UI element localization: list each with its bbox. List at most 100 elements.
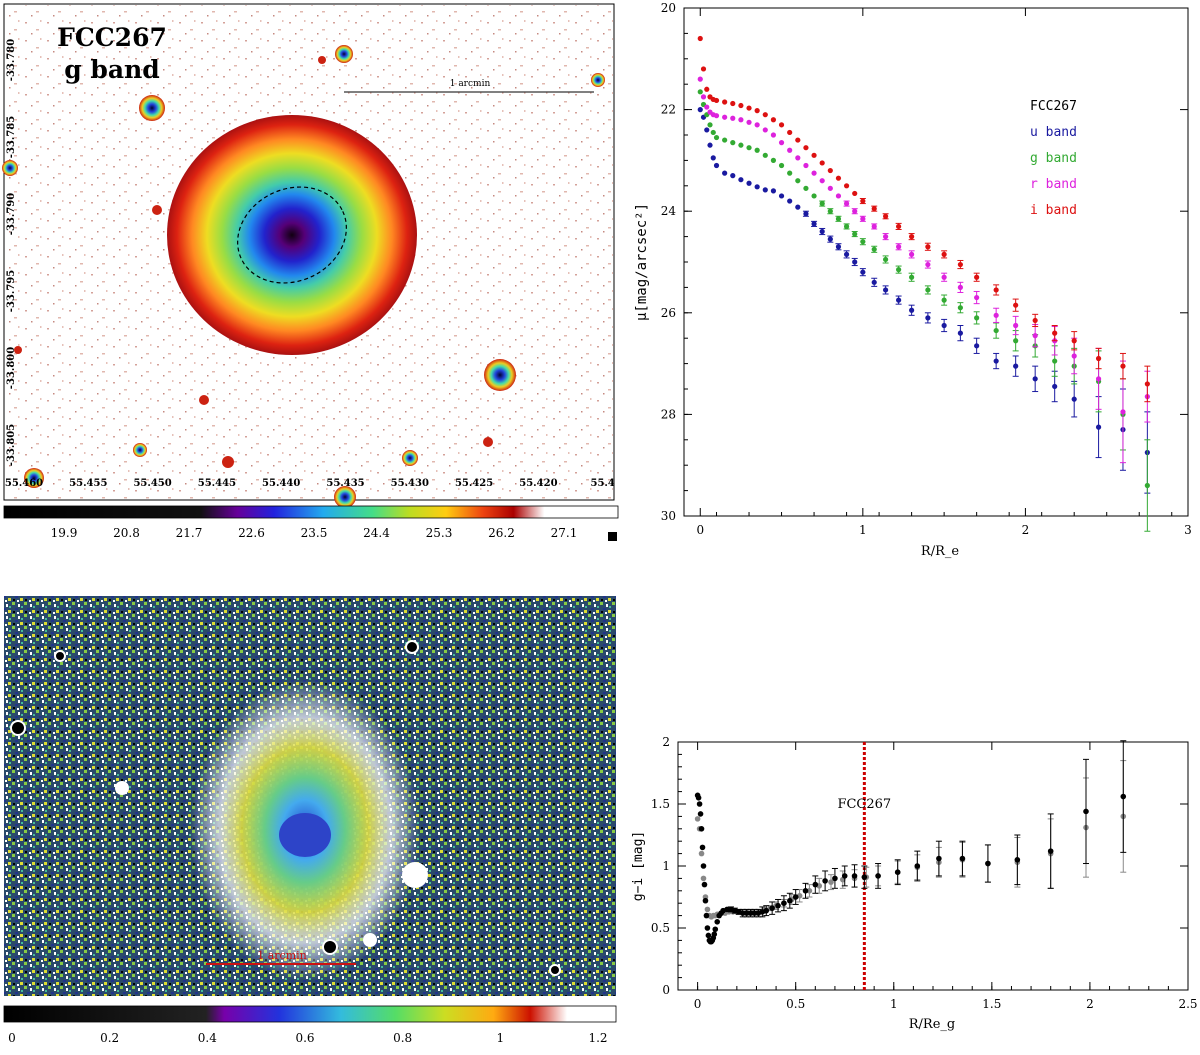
sb-point-i-band [871,206,877,212]
sb-point-i-band [925,244,931,250]
dec-tick-label: -33.800 [6,347,17,389]
sb-point-g-band [827,208,833,214]
sb-point-g-band [713,134,720,141]
ci-point-black [699,844,706,851]
star [322,939,338,955]
ci-point-black [802,888,809,894]
dec-tick-label: -33.780 [6,39,17,81]
sb-point-u-band [713,162,720,169]
sb-point-u-band [819,228,825,235]
sb-x-axis-label: R/R_e [921,544,959,559]
color-map-colorbar-ticks: 0 0.2 0.4 0.6 0.8 1 1.2 [8,1031,607,1045]
ci-point-black [696,801,703,807]
sb-point-i-band [730,100,736,107]
ci-x-tick-label: 0.5 [786,997,805,1011]
sb-data-points [697,35,1151,532]
sb-point-r-band [871,223,877,230]
sb-point-u-band [852,259,858,265]
ci-y-tick-label: 1.5 [651,797,670,811]
sb-point-i-band [1095,355,1102,362]
star [10,720,26,736]
sb-point-u-band [1071,396,1077,402]
sb-point-r-band [778,140,785,146]
sb-point-u-band [738,177,744,183]
ci-point-black [1120,793,1127,800]
sb-y-tick-label: 24 [661,204,677,218]
sb-point-u-band [746,180,752,186]
ci-point-black [1047,848,1054,854]
sb-point-g-band [993,327,999,334]
sb-point-i-band [770,117,777,123]
sb-point-i-band [787,129,793,136]
sb-point-r-band [835,193,842,199]
sb-point-g-band [730,140,736,146]
sb-point-u-band [1052,383,1058,390]
colorbar-tick-label: 26.2 [488,526,515,540]
sb-point-r-band [746,119,752,125]
sb-point-i-band [896,223,902,230]
color-map-core [279,813,331,857]
ci-point-black [714,919,721,925]
ra-tick-labels: 55.460 55.455 55.450 55.445 55.440 55.435 55.4… [5,478,615,489]
sb-point-g-band [738,142,744,148]
ci-point-black [936,855,942,862]
ci-point-black [763,907,770,914]
sb-point-u-band [827,236,833,242]
star [222,456,234,468]
ci-point-black [841,873,848,879]
sb-point-g-band [1052,358,1058,364]
sb-point-g-band [746,145,752,151]
surface-brightness-svg: 0 1 2 3 20 22 24 26 28 30 R/R_e μ[mag/arcsec²] FC… [634,1,1192,559]
sb-point-r-band [896,244,902,250]
sb-point-r-band [754,122,760,128]
ci-point-black [700,863,707,869]
ra-tick-label: 55.450 [133,478,171,489]
ra-tick-label: 55.425 [455,478,493,489]
sb-point-g-band [974,315,980,321]
ci-point-black [695,795,702,801]
sb-point-g-band [707,122,713,128]
sb-point-i-band [974,274,980,280]
sb-point-u-band [762,187,768,193]
star [405,640,419,654]
ci-point-gray [694,816,701,822]
sb-point-i-band [883,213,889,219]
sb-point-i-band [827,167,833,174]
sb-point-r-band [993,312,999,318]
sb-point-u-band [993,358,999,364]
ci-x-tick-label: 0 [694,997,702,1011]
sb-plot-frame [683,7,1189,517]
sb-point-i-band [957,261,963,268]
ci-axes: 0 0.5 1 1.5 2 2.5 0 0.5 1 1.5 2 [651,735,1198,1011]
colorbar-tick-label: 20.8 [113,526,140,540]
sb-y-tick-label: 20 [661,1,676,15]
colorbar-tick-label: 19.9 [51,526,78,540]
ci-point-black [832,875,838,882]
star [133,443,147,457]
ci-x-tick-label: 1.5 [982,997,1001,1011]
sb-legend-entry: u band [1030,125,1077,140]
star [199,395,209,405]
ci-point-black [959,855,966,862]
sb-point-u-band [707,142,713,148]
ci-point-gray [828,879,834,885]
color-map-colorbar [3,1005,617,1023]
sb-point-r-band [1120,409,1126,415]
star [483,437,493,447]
sb-legend-entry: i band [1030,203,1077,218]
sb-point-i-band [738,102,744,109]
ci-point-black [861,874,868,880]
sb-point-g-band [925,287,931,293]
sb-point-i-band [795,137,801,143]
sb-point-g-band [778,162,785,169]
sb-point-i-band [754,108,760,114]
ci-point-black [1014,857,1021,863]
colorbar-tick-label: 0.4 [198,1031,217,1045]
sb-y-tick-label: 26 [661,306,676,320]
ci-point-black [698,826,705,832]
star [484,359,516,391]
sb-point-r-band [957,284,963,290]
ci-point-black [822,878,828,884]
sb-point-i-band [852,190,858,197]
sb-point-i-band [909,234,915,240]
